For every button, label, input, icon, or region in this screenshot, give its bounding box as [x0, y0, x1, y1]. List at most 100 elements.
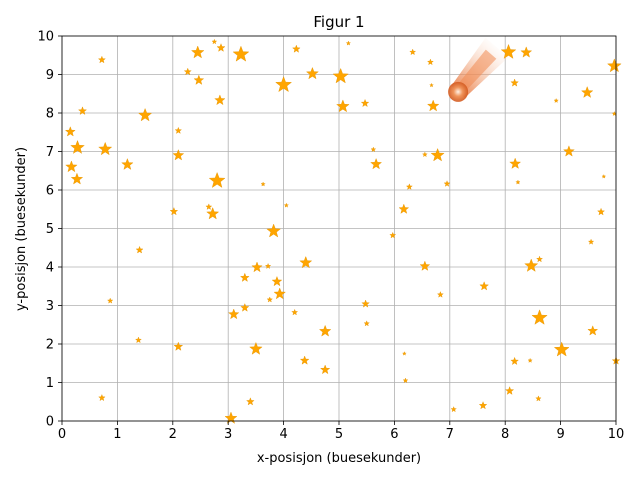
star-point [240, 272, 250, 282]
star-point [409, 48, 417, 56]
star-point [562, 145, 575, 157]
x-tick-label: 2 [169, 427, 177, 442]
y-axis-ticks: 0 1 2 3 4 5 6 7 8 9 10 [37, 30, 62, 430]
star-point [443, 180, 451, 187]
star-point [421, 151, 428, 158]
x-tick-label: 0 [58, 427, 66, 442]
star-point [135, 245, 144, 254]
star-point [597, 207, 606, 216]
comet-head [448, 81, 469, 102]
star-points [64, 38, 622, 424]
star-point [169, 207, 179, 216]
star-point [500, 43, 517, 59]
star-point [283, 202, 289, 208]
star-point [553, 341, 570, 357]
star-point [183, 67, 192, 76]
y-tick-label: 2 [46, 338, 54, 353]
y-tick-label: 0 [46, 415, 54, 430]
y-axis-label: y-posisjon (buesekunder) [14, 147, 29, 311]
star-point [107, 297, 114, 304]
x-tick-label: 7 [446, 427, 454, 442]
star-point [389, 231, 397, 239]
chart-title: Figur 1 [313, 13, 364, 31]
star-point [64, 126, 76, 137]
star-point [260, 181, 266, 187]
star-point [98, 393, 106, 402]
star-point [264, 262, 272, 269]
star-point [524, 258, 539, 272]
star-point [249, 341, 263, 355]
star-point [520, 46, 533, 58]
star-point [214, 94, 226, 106]
star-point [266, 296, 273, 303]
star-point [291, 308, 299, 316]
x-tick-label: 9 [556, 427, 564, 442]
star-point [531, 309, 548, 325]
star-point [240, 303, 250, 312]
star-point [509, 157, 522, 169]
x-tick-label: 5 [335, 427, 343, 442]
y-tick-label: 5 [46, 222, 54, 237]
y-tick-label: 1 [46, 376, 54, 391]
star-point [70, 139, 85, 154]
star-point [360, 98, 370, 108]
x-tick-label: 3 [224, 427, 232, 442]
star-point [121, 158, 134, 170]
x-tick-label: 8 [501, 427, 509, 442]
star-point [98, 141, 113, 156]
star-point [527, 357, 533, 363]
star-point [370, 146, 377, 153]
star-point [510, 78, 519, 87]
star-point [208, 171, 226, 188]
star-point [515, 179, 521, 185]
x-axis-ticks: 0 1 2 3 4 5 6 7 8 9 10 [58, 421, 624, 442]
star-point [299, 255, 313, 269]
star-point [216, 43, 226, 52]
star-point [193, 74, 205, 85]
star-point [429, 82, 434, 88]
star-point [419, 260, 431, 271]
star-point [370, 157, 383, 170]
star-point [402, 377, 409, 384]
star-point [363, 320, 370, 327]
star-point [345, 40, 352, 46]
star-point [174, 126, 183, 134]
star-point [206, 207, 220, 220]
star-point [505, 386, 515, 395]
star-point [138, 107, 153, 122]
star-point [398, 203, 410, 214]
star-point [266, 223, 281, 238]
star-point [510, 356, 519, 365]
y-tick-label: 8 [46, 107, 54, 122]
star-point [478, 401, 488, 410]
star-point [332, 67, 349, 84]
star-point [211, 38, 218, 45]
star-point [607, 58, 622, 73]
star-point [205, 203, 213, 210]
star-point [450, 406, 457, 413]
star-point [426, 58, 434, 66]
x-tick-label: 6 [390, 427, 398, 442]
star-point [405, 183, 413, 190]
star-point [251, 261, 263, 273]
star-point [70, 172, 84, 185]
star-point [173, 341, 184, 351]
star-point [65, 160, 78, 173]
star-point [479, 281, 489, 291]
star-point [580, 86, 594, 98]
star-point [587, 325, 599, 336]
star-point [336, 99, 350, 113]
star-point [601, 174, 607, 179]
star-point [320, 364, 331, 375]
star-point [232, 45, 250, 62]
star-point [426, 99, 440, 112]
star-point [190, 45, 205, 59]
comet-tail [451, 37, 509, 98]
y-tick-label: 10 [37, 30, 54, 45]
y-tick-label: 3 [46, 299, 54, 314]
x-tick-label: 4 [279, 427, 287, 442]
star-point [361, 299, 370, 308]
y-tick-label: 6 [46, 184, 54, 199]
star-point [299, 355, 310, 365]
star-point [77, 106, 88, 115]
